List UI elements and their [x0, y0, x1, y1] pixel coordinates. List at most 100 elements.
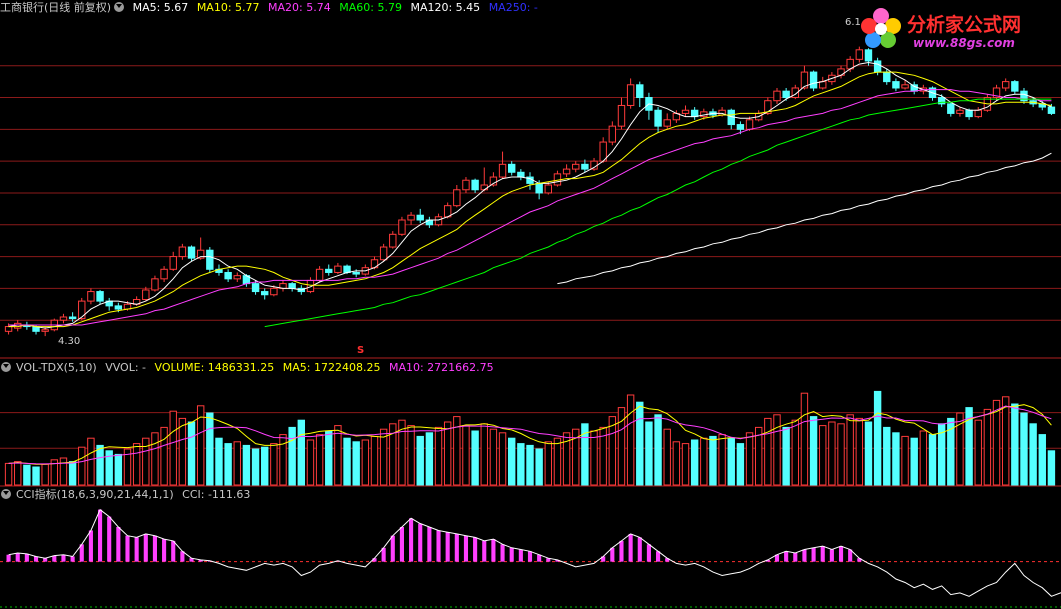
candle	[764, 100, 772, 114]
candle	[233, 275, 241, 280]
volume-bar	[279, 434, 287, 486]
volume-bar	[1029, 423, 1037, 486]
candle	[160, 268, 168, 280]
dropdown-icon[interactable]	[1, 489, 11, 499]
high-price-label: 6.1	[845, 17, 861, 28]
ma10-label: MA10: 5.77	[196, 1, 260, 14]
dropdown-icon[interactable]	[1, 362, 11, 372]
volume-bar	[718, 434, 726, 486]
candle	[773, 90, 781, 102]
candle	[142, 289, 150, 301]
volume-bar	[983, 408, 992, 486]
candle	[636, 84, 644, 99]
volume-bar	[334, 425, 342, 486]
candle	[937, 97, 946, 105]
volume-bar	[645, 421, 653, 486]
volume-bar	[1011, 403, 1019, 486]
candle	[572, 163, 580, 170]
candle	[325, 268, 333, 273]
volume-bar	[160, 426, 168, 486]
candle	[343, 265, 351, 273]
candle	[608, 125, 617, 143]
volume-bar	[270, 443, 278, 486]
volume-bar	[114, 453, 123, 486]
volume-bar	[96, 444, 104, 486]
candle	[270, 287, 278, 296]
candle	[352, 271, 360, 275]
candle	[681, 109, 690, 114]
volume-bar	[773, 414, 781, 486]
candle	[736, 124, 745, 130]
volume-bar	[800, 392, 809, 486]
candle	[78, 300, 86, 320]
volume-bar	[846, 414, 854, 486]
volume-bar	[700, 437, 708, 486]
volume-chart[interactable]	[0, 359, 1061, 487]
site-logo[interactable]: 分析家公式网 www.88gs.com	[855, 4, 1055, 52]
volume-bar	[892, 432, 900, 486]
dropdown-icon[interactable]	[114, 2, 125, 12]
candle	[974, 109, 982, 118]
candle	[288, 283, 296, 289]
stock-title[interactable]: 工商银行(日线 前复权)	[0, 1, 112, 14]
volume-bar	[517, 443, 525, 486]
candle	[873, 60, 882, 73]
volume-bar	[50, 459, 59, 486]
cci-title[interactable]: CCI指标(18,6,3,90,21,44,1,1)	[16, 488, 174, 501]
volume-bar	[864, 421, 873, 486]
candle	[151, 278, 159, 291]
candle	[892, 81, 900, 89]
candle	[855, 49, 864, 60]
volume-bar	[261, 446, 269, 486]
signal-marker: S	[357, 345, 365, 356]
candle	[800, 71, 809, 89]
cci-header: CCI指标(18,6,3,90,21,44,1,1) CCI: -111.63	[0, 487, 255, 503]
volume-bar	[508, 437, 516, 486]
volume-bar	[901, 435, 909, 486]
candle	[535, 182, 543, 194]
volume-bar	[928, 434, 937, 486]
candle	[1001, 81, 1010, 89]
ma-line-ma20	[8, 89, 1052, 326]
volume-bar	[361, 439, 370, 486]
candle	[251, 283, 260, 293]
candle	[379, 246, 388, 261]
volume-bar	[919, 430, 928, 486]
candle	[791, 87, 799, 99]
volume-bar	[352, 441, 360, 486]
ma250-label: MA250: -	[488, 1, 538, 14]
candle	[4, 326, 13, 332]
volume-header: VOL-TDX(5,10) VVOL: - VOLUME: 1486331.25…	[0, 360, 499, 376]
volume-bar	[947, 417, 955, 486]
volume-bar	[709, 435, 717, 486]
candle	[617, 104, 626, 127]
candle	[809, 71, 818, 89]
vol-title[interactable]: VOL-TDX(5,10)	[16, 361, 97, 374]
volume-bar	[215, 437, 223, 486]
volume-bar	[992, 399, 1001, 486]
volume-bar	[1020, 412, 1028, 486]
volume-bar	[535, 448, 543, 486]
candle	[462, 179, 470, 191]
ma60-label: MA60: 5.79	[339, 1, 402, 14]
candle	[910, 84, 918, 92]
volume-bar	[837, 423, 845, 486]
candle	[508, 163, 516, 173]
volume-bar	[288, 426, 296, 486]
price-chart[interactable]	[0, 0, 1061, 359]
volume-bar	[581, 423, 589, 486]
volume-bar	[764, 417, 772, 486]
volume-bar	[123, 448, 132, 486]
candle	[187, 246, 196, 259]
volume-bar	[599, 426, 607, 486]
candle	[1047, 106, 1056, 114]
candle	[544, 184, 552, 194]
candle	[819, 81, 827, 89]
volume-bar	[425, 432, 434, 486]
candle	[947, 103, 955, 114]
volume-bar	[169, 410, 177, 486]
cci-chart[interactable]	[0, 487, 1061, 609]
candle	[334, 265, 342, 273]
volume-bar	[251, 448, 260, 486]
candle	[169, 256, 177, 270]
